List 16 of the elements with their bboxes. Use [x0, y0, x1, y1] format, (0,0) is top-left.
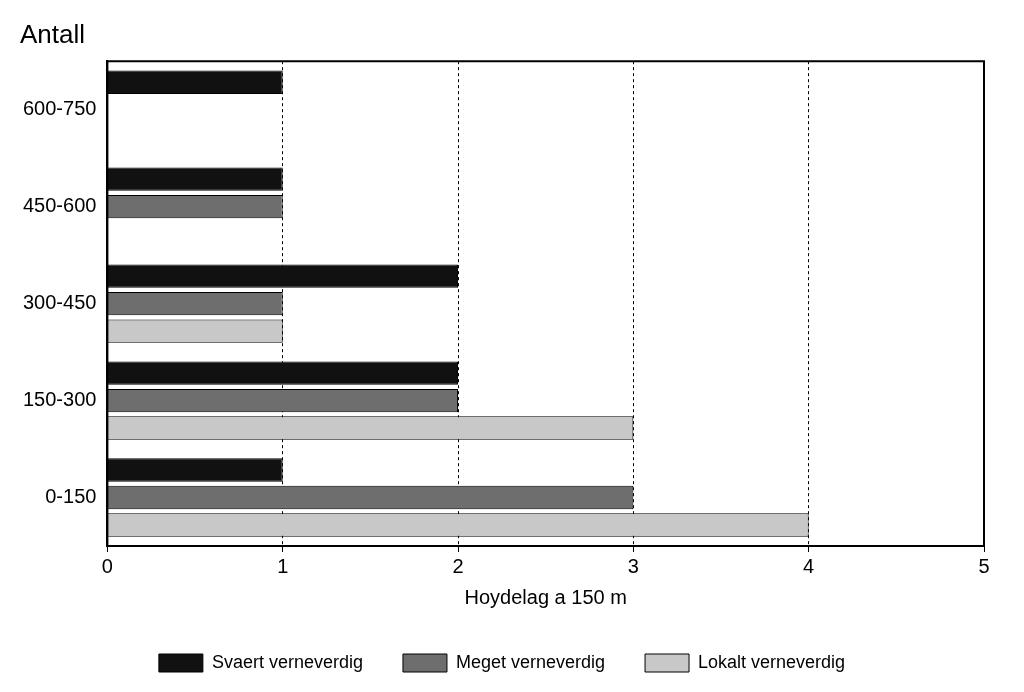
- legend-label: Svaert verneverdig: [211, 651, 363, 672]
- x-axis-title: Hoydelag a 150 m: [464, 585, 627, 608]
- x-tick-label: 1: [277, 554, 289, 577]
- x-tick-label: 3: [627, 554, 639, 577]
- y-tick-label: 600-750: [22, 97, 97, 120]
- x-tick-label: 4: [803, 554, 815, 577]
- y-tick-label: 150-300: [22, 388, 97, 411]
- y-tick-label: 0-150: [45, 485, 97, 508]
- x-tick-label: 5: [978, 554, 990, 577]
- legend-label: Lokalt verneverdig: [698, 651, 846, 672]
- x-tick-label: 2: [452, 554, 464, 577]
- y-tick-label: 450-600: [22, 194, 97, 217]
- chart-title: Antall: [20, 18, 86, 49]
- legend-label: Meget verneverdig: [455, 651, 606, 672]
- x-tick-label: 0: [101, 554, 113, 577]
- y-tick-label: 300-450: [22, 291, 97, 314]
